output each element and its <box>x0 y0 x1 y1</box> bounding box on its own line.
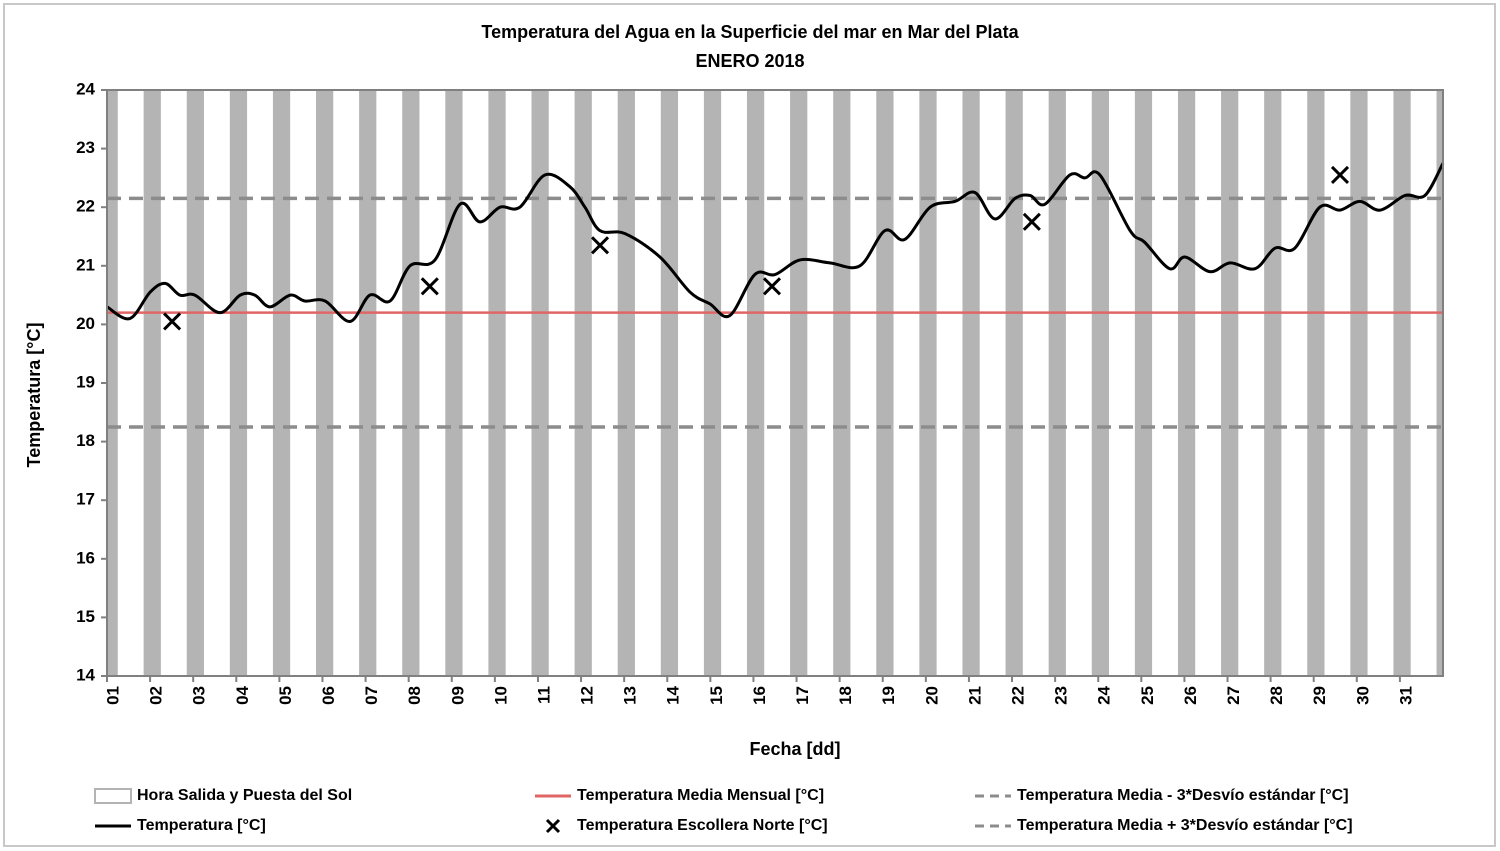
x-tick-label: 29 <box>1310 686 1329 705</box>
y-tick-label: 21 <box>76 255 95 274</box>
sun-band <box>445 90 463 676</box>
x-tick-label: 10 <box>491 686 510 705</box>
legend-label: Temperatura Media - 3*Desvío estándar [°… <box>1017 787 1349 804</box>
x-tick-label: 30 <box>1353 686 1372 705</box>
x-tick-label: 12 <box>578 686 597 705</box>
point-marker <box>590 236 610 255</box>
sun-band <box>359 90 377 676</box>
y-tick-label: 18 <box>76 431 95 450</box>
sun-band <box>531 90 549 676</box>
sun-band <box>790 90 808 676</box>
sun-band <box>316 90 334 676</box>
x-tick-label: 02 <box>147 686 166 705</box>
sun-band <box>1264 90 1282 676</box>
x-tick-label: 08 <box>405 686 424 705</box>
x-tick-label: 11 <box>534 686 553 704</box>
x-tick-label: 28 <box>1267 686 1286 705</box>
y-axis-label: Temperatura [°C] <box>24 323 44 468</box>
sun-band <box>1048 90 1066 676</box>
y-tick-label: 14 <box>76 665 95 684</box>
sun-band <box>402 90 420 676</box>
y-tick-label: 23 <box>76 138 95 157</box>
sun-band <box>1091 90 1109 676</box>
y-tick-label: 19 <box>76 372 95 391</box>
x-tick-label: 13 <box>621 686 640 705</box>
y-tick-label: 15 <box>76 607 95 626</box>
x-tick-label: 16 <box>750 686 769 705</box>
x-tick-label: 19 <box>879 686 898 705</box>
legend-label: Temperatura Media + 3*Desvío estándar [°… <box>1017 817 1353 834</box>
y-tick-label: 20 <box>76 314 95 333</box>
sun-band <box>1221 90 1239 676</box>
x-tick-label: 26 <box>1181 686 1200 705</box>
x-tick-label: 22 <box>1009 686 1028 705</box>
chart-subtitle: ENERO 2018 <box>695 51 804 71</box>
x-tick-label: 27 <box>1224 686 1243 705</box>
sun-band <box>1436 90 1443 676</box>
sun-band <box>186 90 204 676</box>
chart-title: Temperatura del Agua en la Superficie de… <box>481 22 1019 42</box>
sun-band <box>703 90 722 676</box>
sun-band <box>1350 90 1368 676</box>
legend-swatch <box>94 788 132 804</box>
temperature-line <box>106 162 1445 323</box>
point-marker <box>762 277 782 296</box>
legend-label: Hora Salida y Puesta del Sol <box>137 787 352 804</box>
sun-band <box>660 90 679 676</box>
x-axis-label: Fecha [dd] <box>749 739 840 759</box>
y-tick-label: 16 <box>76 548 95 567</box>
sun-band <box>617 90 635 676</box>
sun-band <box>746 90 765 676</box>
sun-band <box>833 90 851 676</box>
sun-band <box>919 90 937 676</box>
x-tick-label: 20 <box>922 686 941 705</box>
x-tick-label: 18 <box>836 686 855 705</box>
x-tick-label: 04 <box>233 685 252 704</box>
y-tick-label: 17 <box>76 490 95 509</box>
sun-band <box>1177 90 1196 676</box>
x-tick-label: 01 <box>103 686 122 705</box>
y-tick-label: 24 <box>76 79 95 98</box>
x-tick-label: 07 <box>362 686 381 705</box>
x-tick-label: 23 <box>1052 686 1071 705</box>
point-marker <box>163 312 182 331</box>
x-tick-label: 15 <box>707 686 726 705</box>
x-tick-label: 03 <box>190 686 209 705</box>
x-tick-label: 09 <box>448 686 467 705</box>
sun-band <box>107 90 118 676</box>
sun-band <box>574 90 592 676</box>
point-marker <box>1330 165 1350 185</box>
sun-band <box>229 90 248 676</box>
x-tick-label: 17 <box>793 686 812 705</box>
sun-band <box>1134 90 1153 676</box>
legend-label: Temperatura Media Mensual [°C] <box>577 787 824 804</box>
sun-band <box>272 90 291 676</box>
sun-band <box>1005 90 1023 676</box>
x-tick-label: 05 <box>276 686 295 705</box>
x-tick-label: 25 <box>1138 686 1157 705</box>
x-tick-label: 06 <box>319 686 338 705</box>
sun-band <box>876 90 894 676</box>
x-tick-label: 31 <box>1396 686 1415 705</box>
sun-band <box>488 90 506 676</box>
legend-label: Temperatura [°C] <box>137 817 266 834</box>
x-tick-label: 21 <box>965 686 984 705</box>
x-tick-label: 14 <box>664 685 683 704</box>
legend-label: Temperatura Escollera Norte [°C] <box>577 817 828 834</box>
point-marker <box>1022 212 1041 231</box>
y-tick-label: 22 <box>76 197 95 216</box>
sun-band <box>1393 90 1411 676</box>
sun-band <box>1307 90 1325 676</box>
x-tick-label: 24 <box>1095 685 1114 704</box>
legend-swatch <box>545 818 561 834</box>
point-marker <box>420 277 439 296</box>
sun-band <box>143 90 161 676</box>
sun-band <box>962 90 980 676</box>
